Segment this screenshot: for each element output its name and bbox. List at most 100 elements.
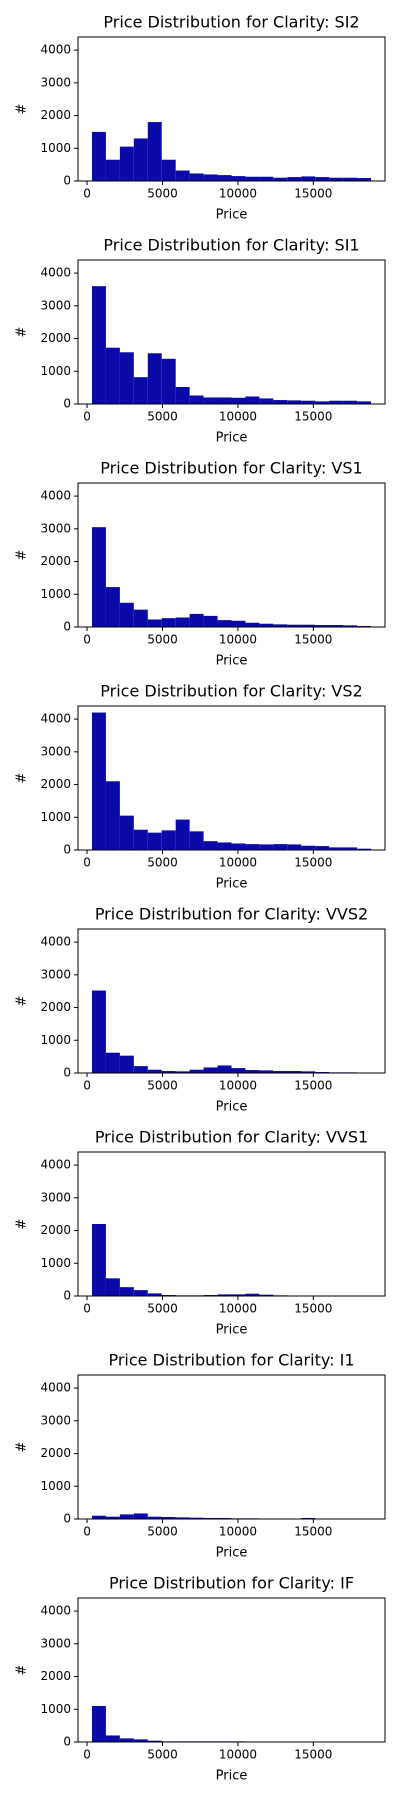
bar xyxy=(91,1224,106,1296)
y-tick-label: 3000 xyxy=(40,1636,71,1650)
bar xyxy=(147,1069,162,1073)
bar xyxy=(147,832,162,850)
axes-frame xyxy=(77,1151,386,1297)
y-tick-label: 4000 xyxy=(40,935,71,949)
y-tick-label: 2000 xyxy=(40,1223,71,1237)
x-tick-label: 5000 xyxy=(147,633,178,647)
bar xyxy=(217,175,232,181)
bar xyxy=(119,815,134,850)
x-tick-label: 5000 xyxy=(147,187,178,201)
x-tick-label: 0 xyxy=(83,1302,91,1316)
x-tick-label: 0 xyxy=(83,1525,91,1539)
y-axis-label: # xyxy=(15,1442,30,1453)
bar xyxy=(315,401,330,404)
x-tick-label: 15000 xyxy=(294,410,332,424)
bar xyxy=(91,131,106,181)
bar xyxy=(189,831,204,850)
y-tick-label: 2000 xyxy=(40,1446,71,1460)
y-tick-label: 0 xyxy=(63,1066,71,1080)
chart-title: Price Distribution for Clarity: VVS2 xyxy=(95,905,368,924)
x-tick-label: 5000 xyxy=(147,1525,178,1539)
bar xyxy=(105,587,120,627)
axes-frame xyxy=(77,705,386,851)
x-tick-label: 10000 xyxy=(219,1525,257,1539)
bar xyxy=(245,844,260,850)
x-tick-label: 10000 xyxy=(219,1079,257,1093)
bar xyxy=(273,844,288,850)
x-axis-label: Price xyxy=(216,1323,248,1338)
x-axis-label: Price xyxy=(216,654,248,669)
x-tick-label: 10000 xyxy=(219,856,257,870)
bar xyxy=(329,847,344,850)
y-tick-label: 1000 xyxy=(40,1256,71,1270)
y-tick-label: 4000 xyxy=(40,1158,71,1172)
x-tick-label: 0 xyxy=(83,187,91,201)
y-tick-label: 0 xyxy=(63,843,71,857)
chart-title: Price Distribution for Clarity: SI1 xyxy=(103,236,359,255)
bar xyxy=(147,1516,162,1519)
bar xyxy=(301,400,316,404)
bar xyxy=(175,1517,190,1519)
x-tick-label: 10000 xyxy=(219,1748,257,1762)
bar xyxy=(133,829,148,850)
y-tick-label: 2000 xyxy=(40,554,71,568)
y-tick-label: 0 xyxy=(63,397,71,411)
x-tick-label: 15000 xyxy=(294,187,332,201)
x-tick-label: 0 xyxy=(83,1748,91,1762)
y-tick-label: 3000 xyxy=(40,1413,71,1427)
x-axis-label: Price xyxy=(216,1100,248,1115)
bar xyxy=(231,843,246,850)
bar xyxy=(133,138,148,181)
bar xyxy=(119,1514,134,1519)
y-tick-label: 1000 xyxy=(40,141,71,155)
y-tick-label: 3000 xyxy=(40,75,71,89)
bar xyxy=(147,1740,162,1742)
x-tick-label: 5000 xyxy=(147,410,178,424)
bar xyxy=(329,400,344,404)
bar xyxy=(315,625,330,627)
x-axis-label: Price xyxy=(216,431,248,446)
bar xyxy=(259,623,274,627)
x-axis-label: Price xyxy=(216,877,248,892)
bar xyxy=(105,1516,120,1519)
bar xyxy=(217,1065,232,1073)
bar xyxy=(343,400,358,404)
bar xyxy=(273,177,288,181)
bar xyxy=(161,159,176,181)
bar xyxy=(175,386,190,404)
bar xyxy=(287,624,302,627)
bar xyxy=(329,625,344,627)
bar xyxy=(91,712,106,850)
chart-title: Price Distribution for Clarity: IF xyxy=(109,1574,354,1593)
x-axis-label: Price xyxy=(216,208,248,223)
y-tick-label: 3000 xyxy=(40,1190,71,1204)
bar xyxy=(217,1294,232,1296)
y-tick-label: 0 xyxy=(63,1735,71,1749)
bar xyxy=(189,1517,204,1519)
chart-title: Price Distribution for Clarity: VS1 xyxy=(100,459,362,478)
bar xyxy=(329,177,344,181)
bar xyxy=(343,625,358,627)
y-tick-label: 2000 xyxy=(40,777,71,791)
chart-title: Price Distribution for Clarity: VVS1 xyxy=(95,1128,368,1147)
x-tick-label: 15000 xyxy=(294,1525,332,1539)
bar xyxy=(301,845,316,850)
bar xyxy=(147,122,162,181)
bar xyxy=(133,609,148,627)
bar xyxy=(259,398,274,404)
bar xyxy=(147,1293,162,1296)
bar xyxy=(105,1278,120,1296)
y-axis-label: # xyxy=(15,773,30,784)
bar xyxy=(161,618,176,627)
y-tick-label: 1000 xyxy=(40,1702,71,1716)
y-tick-label: 2000 xyxy=(40,1000,71,1014)
y-axis-label: # xyxy=(15,327,30,338)
bar xyxy=(91,1515,106,1519)
y-tick-label: 4000 xyxy=(40,266,71,280)
bar xyxy=(91,286,106,404)
x-tick-label: 0 xyxy=(83,856,91,870)
axes-frame xyxy=(77,482,386,628)
x-tick-label: 15000 xyxy=(294,1079,332,1093)
bar xyxy=(273,624,288,627)
y-axis-label: # xyxy=(15,104,30,115)
